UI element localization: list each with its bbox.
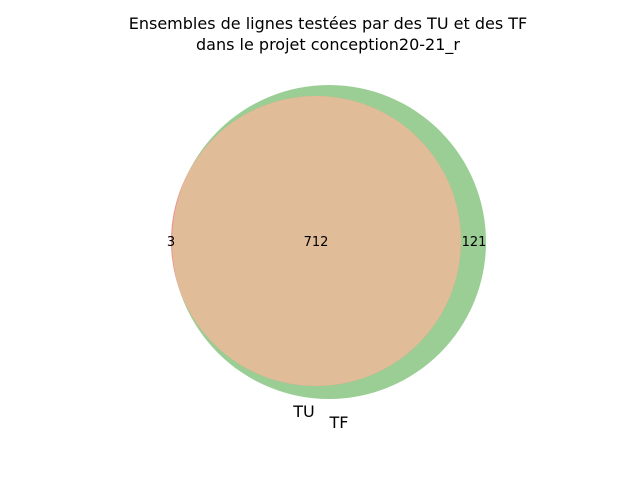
- tu-only-count: 3: [167, 235, 175, 250]
- title-line-2: dans le projet conception20-21_r: [196, 35, 460, 55]
- tf-only-count: 121: [462, 235, 487, 250]
- tu-set-label: TU: [292, 402, 314, 421]
- overlap-region: [172, 96, 461, 386]
- title-line-1: Ensembles de lignes testées par des TU e…: [129, 14, 527, 33]
- intersection-count: 712: [304, 235, 329, 250]
- tf-set-label: TF: [329, 413, 349, 432]
